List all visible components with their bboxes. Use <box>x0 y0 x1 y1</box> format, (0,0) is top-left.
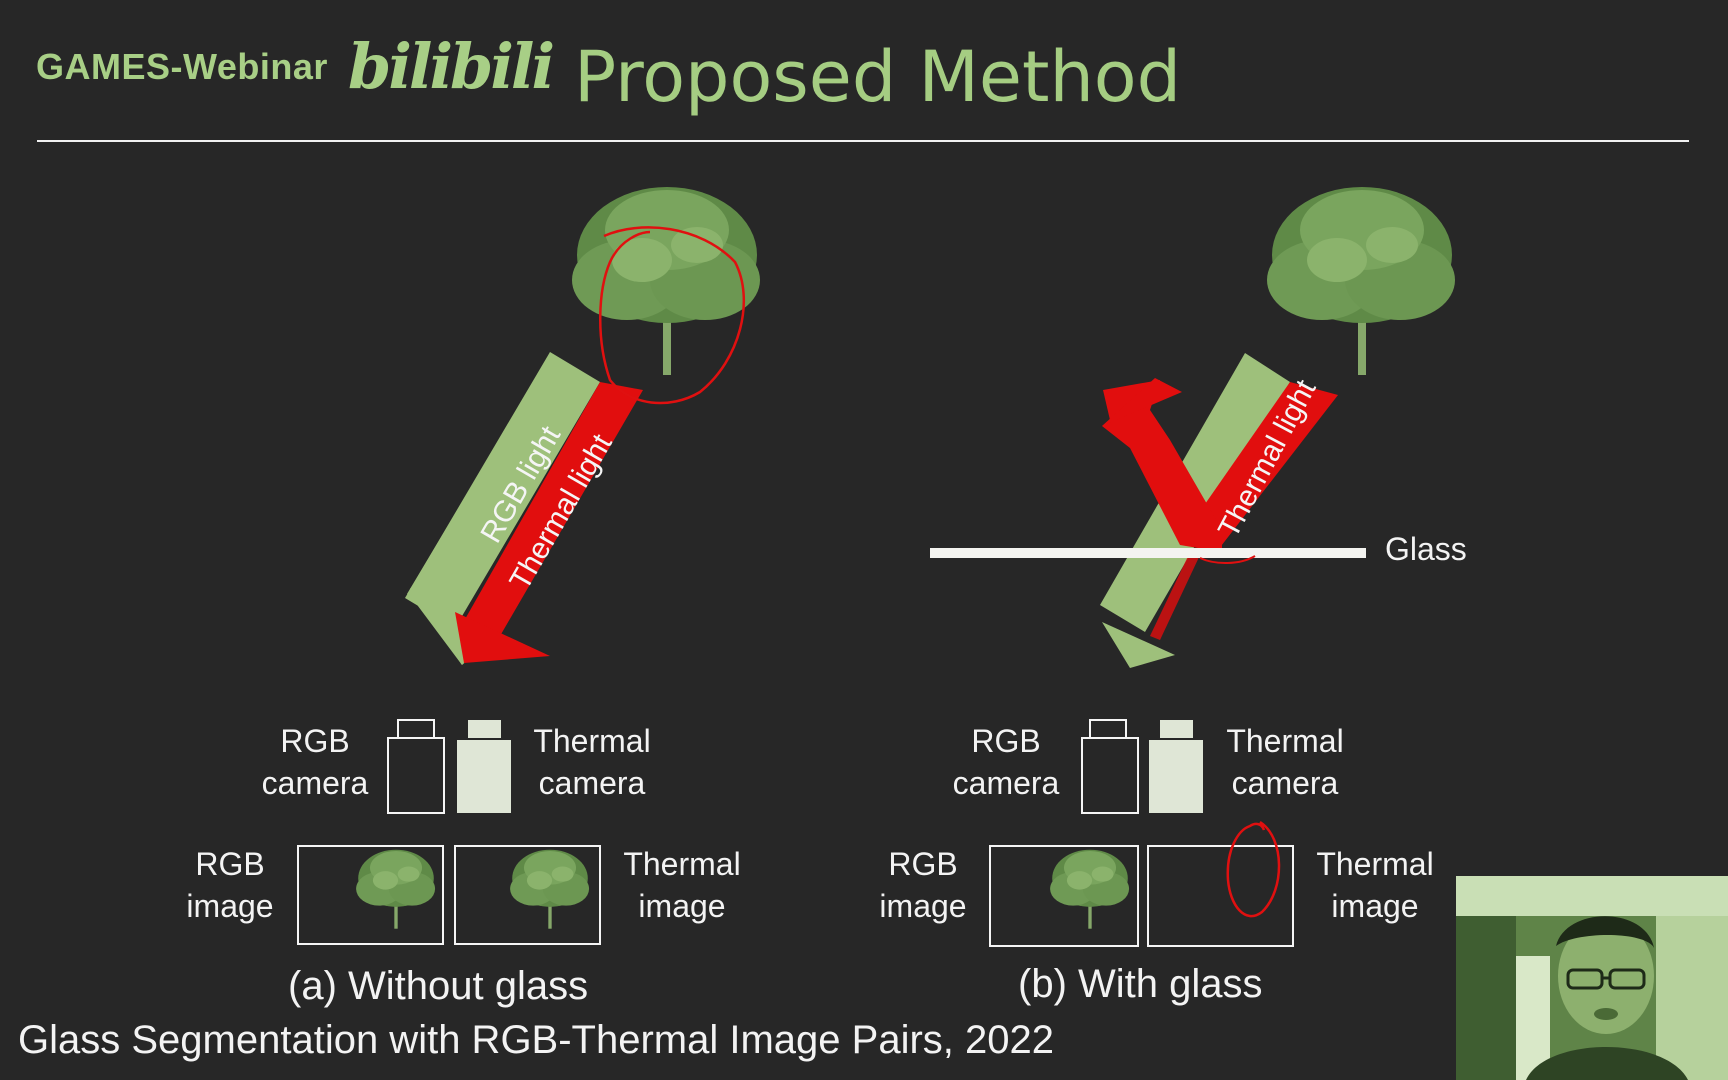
annotation-mark-glass <box>1199 555 1256 564</box>
rgb-camera-label-a: RGB camera <box>255 720 375 804</box>
rgb-image-tree-b <box>1049 848 1130 930</box>
rgb-image-frame-a <box>297 845 444 945</box>
thermal-image-label-a: Thermal image <box>617 843 747 927</box>
rgb-image-label-a-line1: RGB <box>195 846 265 882</box>
glass-label: Glass <box>1385 531 1467 567</box>
annotation-oval-b <box>1226 820 1281 918</box>
thermal-image-label-a-line2: image <box>638 888 726 924</box>
thermal-camera-label-a: Thermal camera <box>527 720 657 804</box>
bilibili-logo: bilibili <box>348 30 555 103</box>
brand-name: GAMES-Webinar <box>36 46 328 87</box>
thermal-camera-label-a-line1: Thermal <box>533 723 651 759</box>
rgb-camera-label-b-line2: camera <box>952 765 1060 801</box>
title-divider <box>37 140 1689 142</box>
presenter-webcam <box>1456 876 1728 1080</box>
thermal-image-label-b-line2: image <box>1331 888 1419 924</box>
tree-icon-b <box>1265 185 1457 377</box>
thermal-camera-icon-a <box>457 720 511 813</box>
thermal-camera-label-b-line2: camera <box>1231 765 1339 801</box>
presenter-webcam-image <box>1456 876 1728 1080</box>
thermal-image-label-b: Thermal image <box>1310 843 1440 927</box>
tree-icon-a <box>570 185 762 377</box>
thermal-image-label-b-line1: Thermal <box>1316 846 1434 882</box>
rgb-camera-label-b-line1: RGB <box>971 723 1041 759</box>
thermal-light-arrow-b-reflected <box>1102 380 1222 552</box>
thermal-light-arrow-a-body <box>460 382 643 636</box>
thermal-camera-label-a-line2: camera <box>538 765 646 801</box>
rgb-camera-icon-b <box>1081 719 1139 814</box>
thermal-image-tree-a <box>509 848 590 930</box>
thermal-image-frame-a <box>454 845 601 945</box>
thermal-image-frame-b <box>1147 845 1294 947</box>
thermal-light-arrow-b-transmitted <box>1150 552 1200 640</box>
glass-line <box>930 548 1366 558</box>
rgb-image-label-a: RGB image <box>170 843 290 927</box>
thermal-camera-label-b-line1: Thermal <box>1226 723 1344 759</box>
rgb-light-arrow-a-head <box>410 588 470 665</box>
thermal-camera-icon-b <box>1149 720 1203 813</box>
caption-b: (b) With glass <box>1018 962 1263 1006</box>
caption-a: (a) Without glass <box>288 964 589 1008</box>
rgb-camera-label-b: RGB camera <box>946 720 1066 804</box>
rgb-image-label-b-line2: image <box>879 888 967 924</box>
rgb-camera-icon-a <box>387 719 445 814</box>
paper-citation: Glass Segmentation with RGB-Thermal Imag… <box>18 1018 1054 1062</box>
thermal-light-arrow-b-reflected-head <box>1102 378 1182 426</box>
thermal-image-label-a-line1: Thermal <box>623 846 741 882</box>
rgb-image-frame-b <box>989 845 1139 947</box>
rgb-image-tree-a <box>355 848 436 930</box>
rgb-image-label-b: RGB image <box>863 843 983 927</box>
slide-title: Proposed Method <box>574 36 1182 118</box>
rgb-camera-label-a-line2: camera <box>261 765 369 801</box>
thermal-light-arrow-a-head <box>455 612 550 663</box>
thermal-light-arrow-b-incoming <box>1180 382 1338 550</box>
rgb-image-label-a-line2: image <box>186 888 274 924</box>
rgb-light-arrow-a-body <box>405 352 600 628</box>
thermal-camera-label-b: Thermal camera <box>1220 720 1350 804</box>
rgb-image-label-b-line1: RGB <box>888 846 958 882</box>
rgb-camera-label-a-line1: RGB <box>280 723 350 759</box>
rgb-light-arrow-b-head <box>1102 622 1175 668</box>
annotation-circle-a <box>599 226 746 405</box>
